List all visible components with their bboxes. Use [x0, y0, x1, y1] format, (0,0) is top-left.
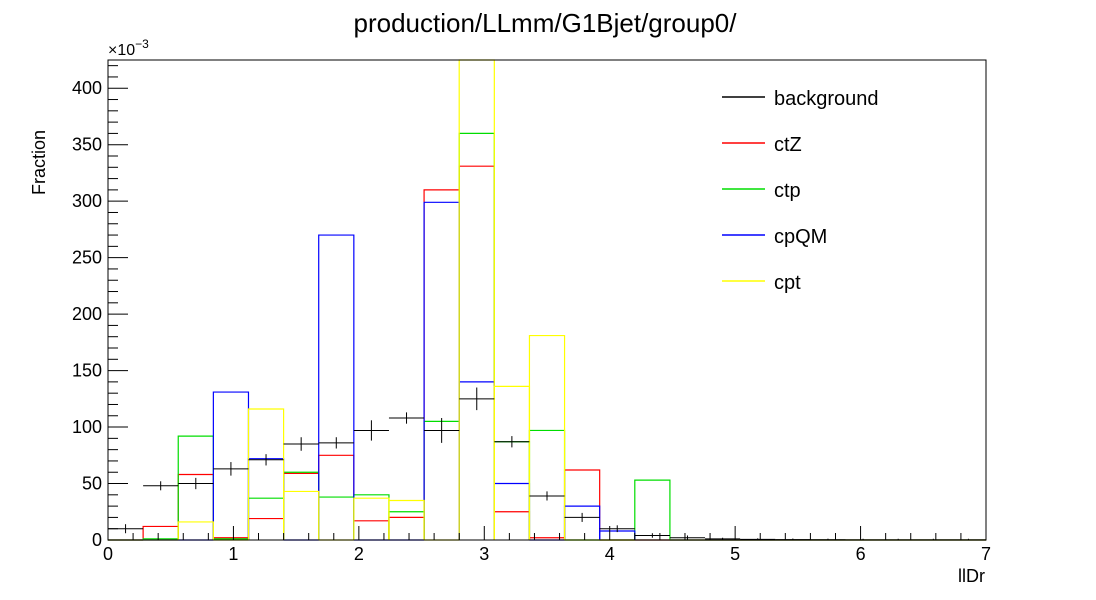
y-tick-label: 350 [72, 135, 102, 155]
bin-ctZ-1 [142, 525, 179, 540]
series-cpt [108, 59, 986, 541]
axes: 0 1 2 3 4 5 6 7 0 50 100 150 200 250 300 350 400 [72, 59, 991, 564]
bin-ctZ-13 [563, 469, 601, 540]
bin-ctp-11 [493, 441, 531, 540]
legend-entry-ctZ: ctZ [722, 134, 802, 156]
point-background-5 [283, 437, 319, 451]
legend: background ctZ ctp cpQM cpt [722, 88, 879, 294]
series-cpQM [108, 201, 986, 541]
legend-entry-cpt: cpt [722, 272, 801, 294]
series-background [108, 387, 986, 541]
y-tick-label: 100 [72, 417, 102, 437]
point-background-6 [318, 437, 354, 449]
bin-cpQM-9 [423, 201, 460, 540]
bin-ctp-5 [283, 471, 320, 540]
y-scale-exponent-label: ×10−3 [108, 37, 149, 59]
x-axis-label: llDr [958, 566, 985, 586]
point-background-8 [388, 412, 425, 424]
bin-cpt-4 [247, 408, 285, 540]
legend-label-cpQM: cpQM [774, 226, 827, 248]
bin-ctp-6 [318, 496, 355, 540]
bin-cpt-5 [283, 490, 320, 540]
bin-cpt-11 [493, 385, 531, 540]
bin-ctZ-9 [423, 189, 460, 540]
point-background-15 [634, 533, 670, 538]
bin-cpt-12 [528, 334, 566, 540]
y-scale-exponent-power: −3 [135, 37, 149, 51]
point-background-10 [459, 387, 495, 411]
legend-entry-ctp: ctp [722, 180, 801, 202]
bin-ctZ-8 [388, 516, 425, 540]
legend-entry-cpQM: cpQM [722, 226, 827, 248]
legend-label-background: background [774, 88, 879, 110]
x-tick-label: 6 [856, 544, 866, 564]
y-tick-label: 400 [72, 78, 102, 98]
bin-cpQM-13 [563, 505, 601, 540]
y-scale-exponent-base: ×10 [108, 42, 135, 59]
plot-area [108, 59, 986, 541]
point-background-13 [564, 512, 600, 522]
legend-label-ctZ: ctZ [774, 134, 802, 156]
bin-ctZ-11 [493, 511, 531, 540]
plot-frame [107, 59, 987, 541]
point-background-3 [213, 462, 249, 476]
bin-ctp-15 [634, 479, 671, 540]
bin-ctp-10 [458, 132, 495, 540]
y-tick-label: 150 [72, 361, 102, 381]
bin-ctZ-5 [283, 472, 320, 540]
x-tick-label: 2 [354, 544, 364, 564]
x-tick-label: 4 [605, 544, 615, 564]
bin-cpQM-4 [247, 458, 285, 540]
point-background-7 [353, 420, 389, 441]
point-background-9 [424, 418, 460, 443]
bin-ctZ-4 [247, 517, 285, 540]
y-tick-label: 300 [72, 191, 102, 211]
x-tick-label: 7 [981, 544, 991, 564]
point-background-16 [669, 535, 706, 540]
bin-ctp-8 [388, 511, 425, 540]
y-tick-label: 200 [72, 304, 102, 324]
y-tick-label: 50 [82, 474, 102, 494]
chart-title: production/LLmm/G1Bjet/group0/ [354, 8, 738, 38]
x-tick-label: 1 [228, 544, 238, 564]
x-tick-label: 0 [103, 544, 113, 564]
y-tick-label: 0 [92, 530, 102, 550]
bin-cpt-8 [388, 499, 425, 540]
legend-label-cpt: cpt [774, 272, 801, 294]
series-ctp [108, 132, 986, 541]
bin-cpt-2 [177, 521, 214, 540]
legend-label-ctp: ctp [774, 180, 801, 202]
series-ctZ [108, 165, 986, 541]
point-background-11 [494, 436, 530, 448]
point-background-12 [529, 491, 565, 501]
x-tick-label: 5 [730, 544, 740, 564]
bin-ctZ-10 [458, 165, 495, 540]
bin-cpt-10 [458, 59, 495, 540]
x-tick-label: 3 [479, 544, 489, 564]
point-background-4 [248, 454, 284, 466]
y-axis-label: Fraction [29, 130, 49, 195]
point-background-1 [143, 481, 179, 491]
point-background-2 [178, 477, 214, 490]
y-tick-label: 250 [72, 248, 102, 268]
bin-ctp-12 [528, 429, 566, 540]
bin-cpQM-6 [318, 234, 355, 540]
point-background-14 [599, 525, 635, 533]
legend-entry-background: background [722, 88, 879, 110]
bin-cpQM-14 [599, 530, 636, 540]
